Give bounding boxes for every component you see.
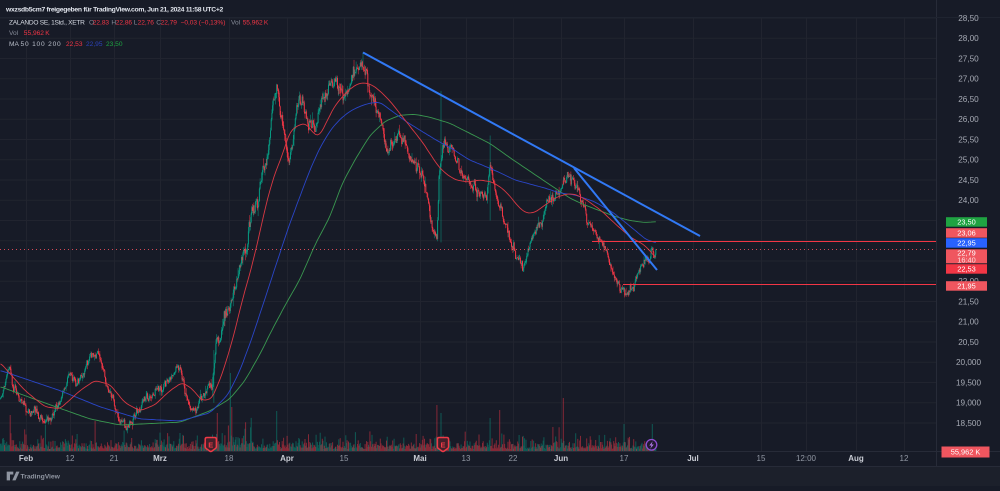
svg-text:12: 12 bbox=[900, 454, 909, 463]
svg-text:13: 13 bbox=[462, 454, 471, 463]
svg-text:28,00: 28,00 bbox=[958, 34, 979, 43]
svg-text:E: E bbox=[208, 441, 213, 450]
svg-text:22,95: 22,95 bbox=[957, 239, 976, 248]
svg-text:25,50: 25,50 bbox=[958, 135, 979, 144]
svg-text:21,50: 21,50 bbox=[958, 297, 979, 306]
svg-text:22,79: 22,79 bbox=[957, 248, 976, 257]
svg-text:22,53: 22,53 bbox=[957, 265, 976, 274]
svg-text:25,00: 25,00 bbox=[958, 156, 979, 165]
svg-text:19,500: 19,500 bbox=[956, 378, 981, 387]
svg-text:55,962 K: 55,962 K bbox=[951, 448, 981, 457]
svg-text:Mrz: Mrz bbox=[153, 454, 167, 463]
svg-text:22: 22 bbox=[509, 454, 518, 463]
svg-text:Apr: Apr bbox=[280, 454, 294, 463]
svg-text:24,50: 24,50 bbox=[958, 176, 979, 185]
svg-text:26,50: 26,50 bbox=[958, 95, 979, 104]
svg-text:15: 15 bbox=[340, 454, 349, 463]
svg-text:18: 18 bbox=[225, 454, 234, 463]
svg-text:Jul: Jul bbox=[687, 454, 699, 463]
svg-text:12: 12 bbox=[66, 454, 75, 463]
svg-text:23,50: 23,50 bbox=[957, 218, 976, 227]
svg-text:Aug: Aug bbox=[848, 454, 864, 463]
svg-text:20,000: 20,000 bbox=[956, 358, 981, 367]
svg-text:wxzsdb5cm7 freigegeben für Tra: wxzsdb5cm7 freigegeben für TradingView.c… bbox=[5, 7, 224, 14]
svg-text:19,000: 19,000 bbox=[956, 399, 981, 408]
svg-text:27,00: 27,00 bbox=[958, 75, 979, 84]
svg-text:Jun: Jun bbox=[554, 454, 568, 463]
svg-text:21,00: 21,00 bbox=[958, 318, 979, 327]
svg-text:26,00: 26,00 bbox=[958, 115, 979, 124]
svg-text:16:40: 16:40 bbox=[957, 255, 976, 264]
svg-text:24,00: 24,00 bbox=[958, 196, 979, 205]
svg-text:18,500: 18,500 bbox=[956, 419, 981, 428]
svg-text:Feb: Feb bbox=[19, 454, 33, 463]
svg-text:23,06: 23,06 bbox=[957, 229, 976, 238]
svg-text:27,50: 27,50 bbox=[958, 54, 979, 63]
svg-text:21,95: 21,95 bbox=[957, 282, 976, 291]
svg-text:15: 15 bbox=[757, 454, 766, 463]
svg-text:TradingView: TradingView bbox=[21, 474, 61, 481]
svg-text:12:00: 12:00 bbox=[796, 454, 817, 463]
svg-text:Mai: Mai bbox=[413, 454, 426, 463]
svg-text:28,50: 28,50 bbox=[958, 14, 979, 23]
svg-text:21: 21 bbox=[110, 454, 119, 463]
svg-text:17: 17 bbox=[620, 454, 629, 463]
svg-text:20,50: 20,50 bbox=[958, 338, 979, 347]
svg-text:E: E bbox=[440, 441, 445, 450]
